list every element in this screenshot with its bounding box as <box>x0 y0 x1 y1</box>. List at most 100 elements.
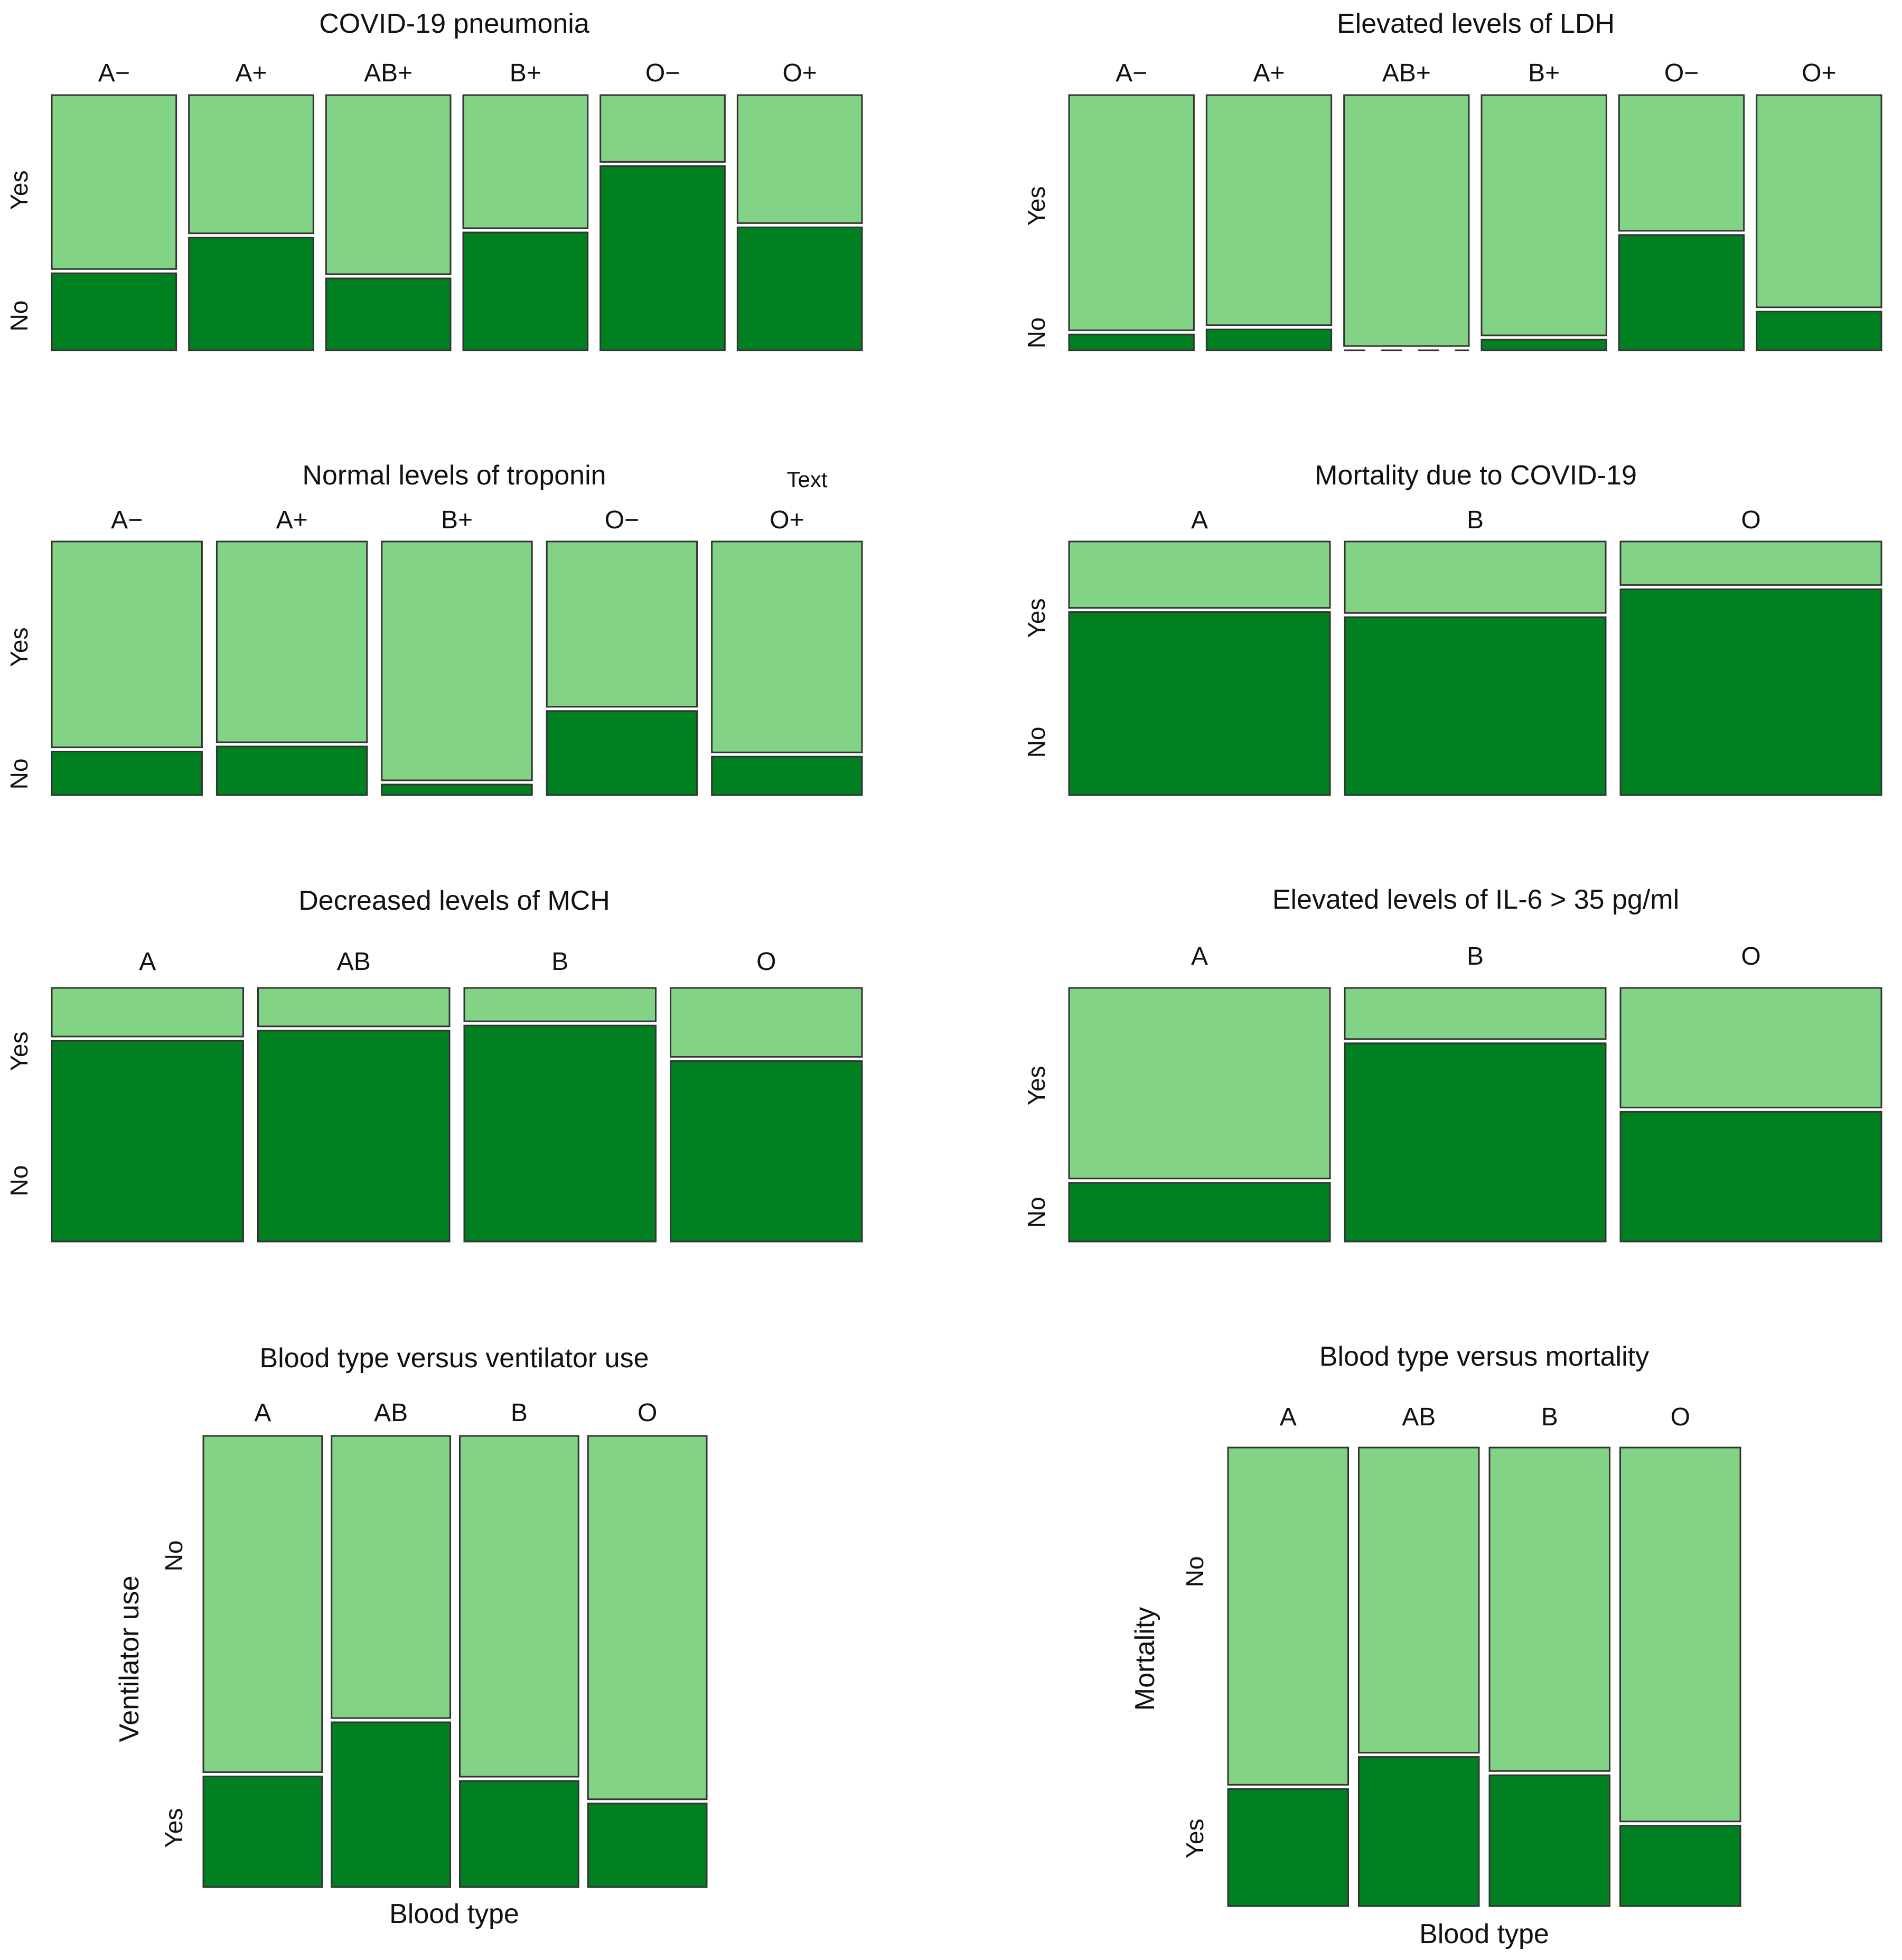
mosaic-cell-bottom <box>462 231 589 351</box>
category-label: O− <box>1664 59 1699 87</box>
mosaic-cell-bottom <box>599 165 726 351</box>
row-label-bottom: No <box>5 759 33 790</box>
category-label: AB <box>337 948 371 976</box>
mosaic-panel-3: Normal levels of troponin Text Yes No A− A+ B+… <box>5 460 863 796</box>
mosaic-cell-top <box>462 94 589 229</box>
mosaic-cell-top <box>1618 94 1745 232</box>
category-label: A <box>1191 506 1208 534</box>
category-label: A <box>139 948 156 976</box>
mosaic-panel-4: Mortality due to COVID-19 Yes No A B O <box>1023 460 1882 796</box>
category-label: B <box>1467 506 1484 534</box>
mosaic-cell-top <box>459 1435 579 1778</box>
mosaic-cell-bottom <box>1756 311 1882 351</box>
mosaic-cell-bottom <box>1619 1825 1741 1907</box>
category-label: A <box>1280 1403 1297 1431</box>
mosaic-cell-top <box>1619 1446 1741 1823</box>
mosaic-cell-bottom <box>51 1040 244 1243</box>
mosaic-cell-top <box>381 540 533 781</box>
mosaic-cell-top <box>51 94 177 270</box>
mosaic-cell-bottom <box>587 1803 708 1888</box>
panel-title: COVID-19 pneumonia <box>319 8 589 39</box>
mosaic-cell-top <box>1227 1446 1349 1786</box>
row-label-top: Yes <box>5 1031 33 1071</box>
mosaic-cell-top <box>463 987 657 1022</box>
panel-title: Elevated levels of IL-6 > 35 pg/ml <box>1272 884 1679 915</box>
category-label: O <box>756 948 776 976</box>
category-label: A <box>1191 942 1208 970</box>
mosaic-cell-top <box>202 1435 323 1773</box>
mosaic-cell-top <box>1068 987 1331 1180</box>
mosaic-cell-top <box>1343 94 1470 347</box>
mosaic-cell-top <box>1619 540 1882 586</box>
mosaic-cell-bottom <box>1488 1774 1610 1907</box>
category-label: A− <box>1116 59 1147 87</box>
mosaic-cell-bottom <box>51 272 177 351</box>
category-label: O− <box>605 506 639 534</box>
mosaic-cell-top <box>188 94 314 235</box>
mosaic-panel-5: Decreased levels of MCH Yes No A AB B O <box>5 885 863 1243</box>
category-label: B+ <box>1528 59 1560 87</box>
mosaic-cell-top <box>257 987 451 1028</box>
mosaic-cell-top <box>1756 94 1882 309</box>
category-label: O <box>638 1399 657 1427</box>
mosaic-cell-top <box>1068 540 1331 609</box>
mosaic-cell-bottom <box>1618 234 1745 351</box>
category-label: B <box>1541 1403 1558 1431</box>
category-label: O <box>1741 506 1760 534</box>
category-label: AB <box>374 1399 408 1427</box>
mosaic-panel-1: COVID-19 pneumonia Yes No A− A+ AB+ B+ O− O+ <box>5 8 863 351</box>
mosaic-cell-top <box>670 987 863 1058</box>
row-label-top: No <box>1181 1556 1208 1588</box>
panel-title: Normal levels of troponin <box>302 460 606 491</box>
category-label: A <box>254 1399 271 1427</box>
category-label: A+ <box>276 506 308 534</box>
mosaic-cell-bottom <box>1068 1182 1331 1243</box>
panel-annotation: Text <box>786 467 827 492</box>
category-label: A− <box>98 59 130 87</box>
category-label: B+ <box>441 506 473 534</box>
mosaic-cell-bottom <box>670 1060 863 1243</box>
mosaic-cell-bottom <box>1358 1756 1480 1907</box>
mosaic-cell-top <box>1619 987 1882 1108</box>
mosaic-cell-top <box>587 1435 708 1800</box>
category-label: AB+ <box>364 59 413 87</box>
category-label: A+ <box>1253 59 1285 87</box>
mosaic-cell-bottom <box>1227 1788 1349 1907</box>
panel-title: Decreased levels of MCH <box>298 885 610 916</box>
mosaic-cell-top <box>51 987 244 1038</box>
mosaic-cell-top <box>599 94 726 163</box>
row-label-bottom: No <box>1023 727 1050 758</box>
mosaic-cell-bottom <box>257 1030 451 1243</box>
mosaic-cell-top <box>546 540 698 708</box>
row-label-top: No <box>160 1541 188 1572</box>
mosaic-cell-bottom <box>1619 1110 1882 1243</box>
category-label: B <box>551 948 568 976</box>
category-label: AB+ <box>1382 59 1431 87</box>
row-label-bottom: No <box>1023 318 1050 349</box>
panel-title: Blood type versus mortality <box>1319 1341 1649 1372</box>
category-label: A− <box>111 506 143 534</box>
mosaic-panel-6: Elevated levels of IL-6 > 35 pg/ml Yes No A… <box>1023 884 1882 1243</box>
mosaic-cell-bottom <box>736 226 863 351</box>
category-label: B+ <box>510 59 541 87</box>
mosaic-cell-top <box>325 94 452 275</box>
mosaic-cell-bottom <box>331 1721 451 1888</box>
mosaic-cell-bottom <box>51 751 203 796</box>
mosaic-cell-bottom <box>1619 588 1882 796</box>
category-label: O+ <box>782 59 817 87</box>
row-label-top: Yes <box>5 170 33 210</box>
row-label-bottom: No <box>5 301 33 332</box>
mosaic-cell-top <box>711 540 863 753</box>
row-label-top: Yes <box>5 627 33 667</box>
mosaic-panel-8: Blood type versus mortality No Yes Blood ty… <box>1130 1341 1741 1949</box>
mosaic-cell-top <box>51 540 203 749</box>
mosaic-cell-bottom <box>459 1780 579 1888</box>
mosaic-cell-top <box>736 94 863 224</box>
mosaic-cell-bottom <box>711 755 863 796</box>
mosaic-cell-top <box>331 1435 451 1719</box>
mosaic-cell-bottom <box>381 783 533 796</box>
mosaic-cell-bottom <box>216 745 368 796</box>
mosaic-cell-top <box>1488 1446 1610 1772</box>
category-label: O+ <box>770 506 804 534</box>
category-label: O− <box>645 59 680 87</box>
